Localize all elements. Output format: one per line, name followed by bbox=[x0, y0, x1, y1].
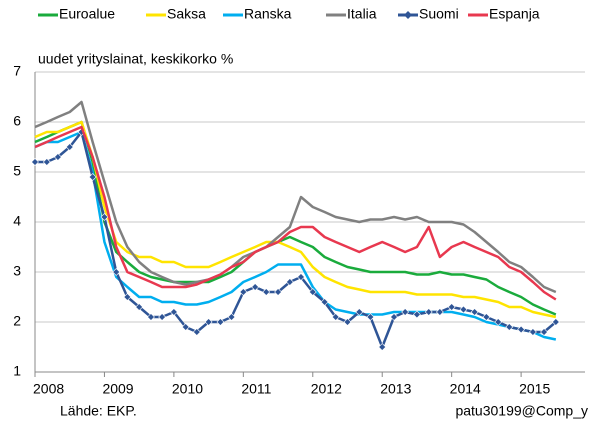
point bbox=[112, 268, 121, 276]
point bbox=[551, 318, 560, 326]
point bbox=[216, 318, 225, 326]
point bbox=[470, 308, 479, 316]
y-tick-label: 3 bbox=[13, 263, 21, 279]
point bbox=[65, 143, 74, 151]
point bbox=[424, 308, 433, 316]
y-axis-label: uudet yrityslainat, keskikorko % bbox=[38, 51, 233, 67]
y-tick-label: 2 bbox=[13, 313, 21, 329]
point bbox=[494, 318, 503, 326]
point bbox=[331, 313, 340, 321]
x-tick-label: 2015 bbox=[519, 381, 550, 397]
series-line bbox=[34, 120, 557, 316]
y-tick-label: 6 bbox=[13, 113, 21, 129]
point bbox=[204, 318, 213, 326]
y-tick-label: 7 bbox=[13, 63, 21, 79]
point bbox=[366, 313, 375, 321]
point bbox=[343, 318, 352, 326]
point bbox=[435, 308, 444, 316]
point bbox=[169, 308, 178, 316]
point bbox=[53, 153, 62, 161]
point bbox=[378, 343, 387, 351]
series-line bbox=[34, 100, 557, 294]
point bbox=[401, 308, 410, 316]
point bbox=[42, 158, 51, 166]
point bbox=[355, 308, 364, 316]
point bbox=[274, 288, 282, 296]
legend-label: Suomi bbox=[419, 6, 459, 22]
x-tick-label: 2013 bbox=[380, 381, 411, 397]
x-tick-label: 2008 bbox=[33, 381, 64, 397]
point bbox=[320, 298, 329, 306]
point bbox=[135, 303, 144, 311]
legend-label: Ranska bbox=[244, 6, 292, 22]
point bbox=[147, 313, 155, 321]
x-tick-label: 2011 bbox=[241, 381, 271, 397]
point bbox=[239, 288, 248, 296]
x-tick-label: 2014 bbox=[450, 381, 481, 397]
point bbox=[447, 303, 456, 311]
point bbox=[158, 313, 167, 321]
legend-marker bbox=[404, 11, 412, 19]
point bbox=[308, 288, 317, 296]
legend-label: Italia bbox=[347, 6, 377, 22]
legend-label: Saksa bbox=[167, 6, 206, 22]
point bbox=[390, 313, 398, 321]
series-line bbox=[34, 125, 557, 301]
series-line bbox=[35, 130, 557, 349]
point bbox=[181, 323, 190, 331]
credit: patu30199@Comp_y bbox=[455, 403, 588, 419]
series-line bbox=[34, 120, 557, 319]
point bbox=[123, 293, 132, 301]
point bbox=[540, 328, 548, 336]
point bbox=[88, 173, 97, 181]
point bbox=[285, 278, 294, 286]
point bbox=[31, 158, 39, 166]
source: Lähde: EKP. bbox=[60, 403, 137, 419]
point bbox=[227, 313, 236, 321]
legend-label: Euroalue bbox=[59, 6, 115, 22]
y-tick-label: 4 bbox=[13, 213, 21, 229]
point bbox=[482, 313, 491, 321]
x-tick-label: 2010 bbox=[172, 381, 203, 397]
point bbox=[505, 323, 514, 331]
y-tick-label: 1 bbox=[13, 363, 21, 379]
y-tick-label: 5 bbox=[13, 163, 21, 179]
point bbox=[297, 273, 305, 281]
point bbox=[413, 310, 421, 319]
x-tick-label: 2012 bbox=[311, 381, 342, 397]
point bbox=[528, 328, 537, 336]
legend-label: Espanja bbox=[489, 6, 540, 22]
point bbox=[192, 328, 201, 336]
point bbox=[262, 288, 271, 296]
point bbox=[100, 213, 109, 221]
point bbox=[251, 283, 260, 291]
x-tick-label: 2009 bbox=[102, 381, 133, 397]
point bbox=[517, 325, 526, 334]
point bbox=[459, 305, 468, 314]
